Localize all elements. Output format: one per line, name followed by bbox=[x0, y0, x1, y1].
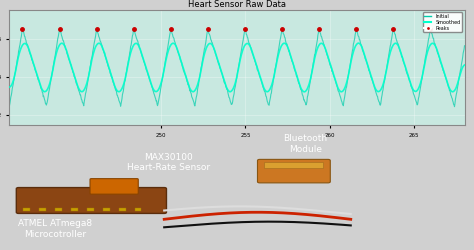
Bar bbox=[39, 208, 46, 211]
Bar bbox=[55, 208, 62, 211]
Text: MAX30100
Heart-Rate Sensor: MAX30100 Heart-Rate Sensor bbox=[127, 153, 210, 172]
Legend: Initial, Smoothed, Peaks: Initial, Smoothed, Peaks bbox=[423, 12, 462, 32]
FancyBboxPatch shape bbox=[257, 160, 330, 183]
Bar bbox=[71, 208, 78, 211]
FancyBboxPatch shape bbox=[16, 188, 166, 214]
Bar bbox=[87, 208, 94, 211]
Text: Bluetooth
Module: Bluetooth Module bbox=[283, 134, 328, 154]
FancyBboxPatch shape bbox=[90, 179, 138, 194]
Bar bbox=[118, 208, 126, 211]
Bar bbox=[103, 208, 109, 211]
Title: Heart Sensor Raw Data: Heart Sensor Raw Data bbox=[188, 0, 286, 9]
Text: ATMEL ATmega8
Microcotroller: ATMEL ATmega8 Microcotroller bbox=[18, 219, 92, 239]
Bar bbox=[264, 162, 323, 168]
Bar bbox=[23, 208, 30, 211]
Bar bbox=[135, 208, 141, 211]
